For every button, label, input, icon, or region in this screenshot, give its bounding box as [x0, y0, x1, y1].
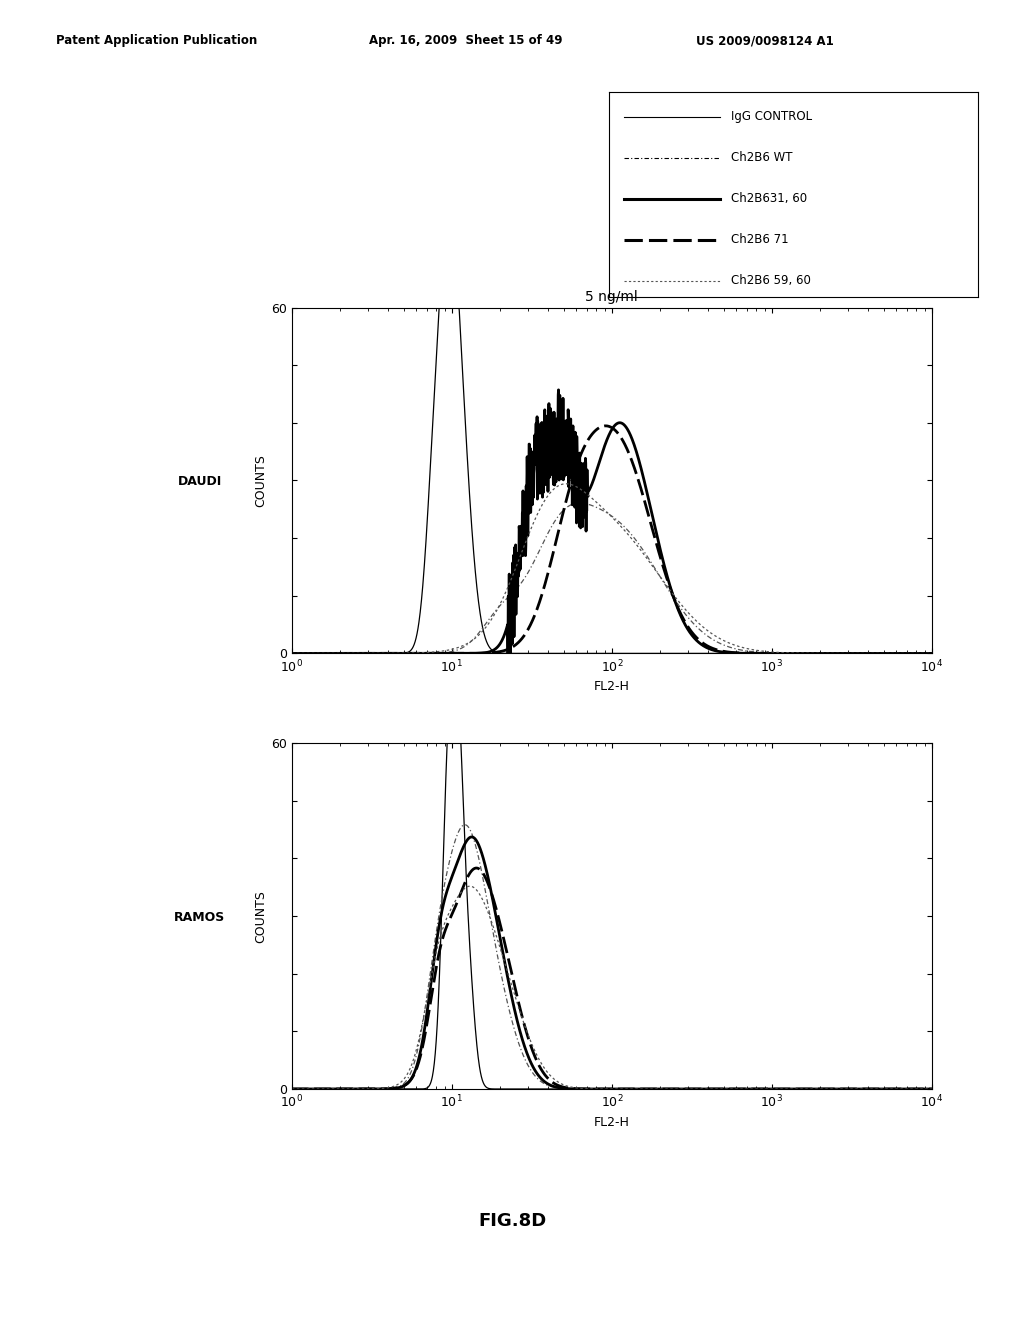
X-axis label: FL2-H: FL2-H: [594, 680, 630, 693]
X-axis label: FL2-H: FL2-H: [594, 1115, 630, 1129]
Text: FIG.8D: FIG.8D: [478, 1212, 546, 1230]
Text: RAMOS: RAMOS: [174, 911, 225, 924]
Text: Patent Application Publication: Patent Application Publication: [56, 34, 258, 48]
Text: DAUDI: DAUDI: [177, 475, 222, 488]
Text: Ch2B6 71: Ch2B6 71: [731, 234, 788, 247]
Y-axis label: COUNTS: COUNTS: [254, 454, 267, 507]
Text: Ch2B631, 60: Ch2B631, 60: [731, 193, 807, 206]
Text: IgG CONTROL: IgG CONTROL: [731, 111, 812, 124]
Title: 5 ng/ml: 5 ng/ml: [586, 289, 638, 304]
Text: Ch2B6 WT: Ch2B6 WT: [731, 152, 793, 165]
Text: Ch2B6 59, 60: Ch2B6 59, 60: [731, 275, 811, 288]
Text: Apr. 16, 2009  Sheet 15 of 49: Apr. 16, 2009 Sheet 15 of 49: [369, 34, 562, 48]
Text: US 2009/0098124 A1: US 2009/0098124 A1: [696, 34, 835, 48]
Y-axis label: COUNTS: COUNTS: [254, 890, 267, 942]
